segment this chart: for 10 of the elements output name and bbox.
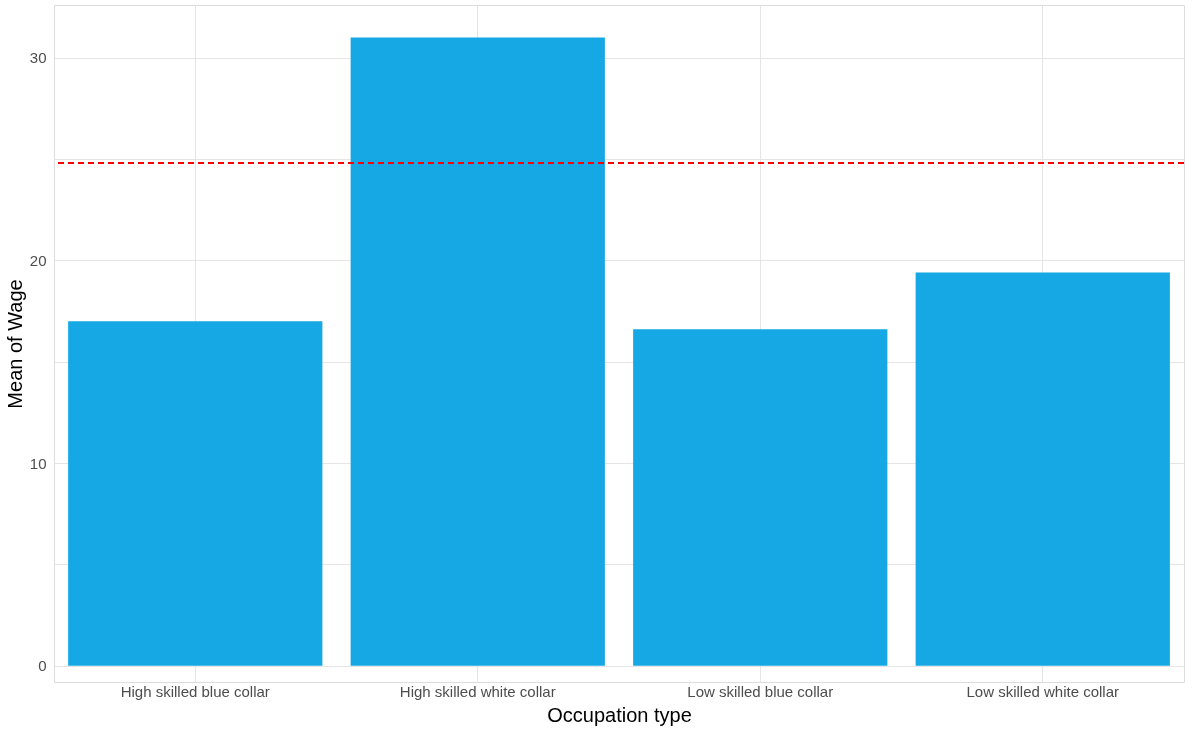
y-tick-label: 10 [29, 454, 47, 472]
x-tick-label: High skilled blue collar [120, 682, 270, 700]
y-tick-label: 30 [29, 49, 47, 67]
y-tick-label: 20 [29, 251, 47, 269]
y-tick-label: 0 [38, 657, 47, 675]
x-tick-label: Low skilled blue collar [687, 682, 834, 700]
x-tick-label: High skilled white collar [399, 682, 556, 700]
x-axis-title: Occupation type [547, 703, 692, 726]
y-axis-title: Mean of Wage [3, 279, 26, 409]
x-tick-label: Low skilled white collar [966, 682, 1120, 700]
